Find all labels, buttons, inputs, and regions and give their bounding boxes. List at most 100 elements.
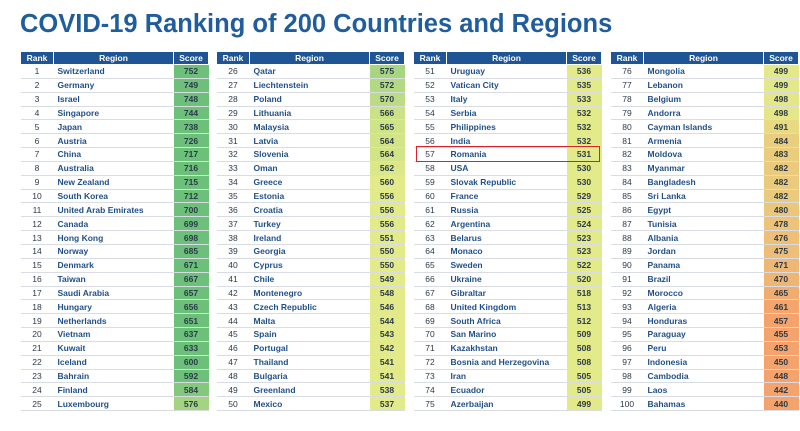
rank-cell: 94 xyxy=(610,313,644,329)
table-row: 59 Slovak Republic 530 xyxy=(413,175,602,190)
region-cell: Sweden xyxy=(446,258,567,273)
score-cell: 498 xyxy=(763,106,799,121)
region-cell: Laos xyxy=(643,382,764,398)
region-cell: Bahamas xyxy=(643,396,764,412)
rank-cell: 27 xyxy=(216,78,250,93)
table-row: 5 Japan 738 xyxy=(20,119,209,135)
score-cell: 530 xyxy=(566,161,602,176)
table-row: 4 Singapore 744 xyxy=(20,106,209,121)
rank-cell: 17 xyxy=(20,286,54,301)
region-cell: Greece xyxy=(249,175,370,190)
region-cell: Mongolia xyxy=(643,64,764,79)
table-row: 3 Israel 748 xyxy=(20,92,209,107)
region-cell: Slovenia xyxy=(249,147,370,162)
region-cell: Algeria xyxy=(643,299,764,315)
region-cell: Taiwan xyxy=(53,272,174,287)
score-cell: 520 xyxy=(566,272,602,287)
table-row: 45 Spain 543 xyxy=(216,327,405,342)
score-cell: 535 xyxy=(566,78,602,93)
table-row: 28 Poland 570 xyxy=(216,92,405,107)
rank-cell: 88 xyxy=(610,230,644,245)
region-cell: Bulgaria xyxy=(249,369,370,384)
region-cell: Sri Lanka xyxy=(643,189,764,204)
score-cell: 498 xyxy=(763,92,799,107)
score-cell: 531 xyxy=(566,147,602,162)
region-cell: Cayman Islands xyxy=(643,119,764,135)
table-row: 49 Greenland 538 xyxy=(216,382,405,398)
table-row: 78 Belgium 498 xyxy=(610,92,799,107)
rank-cell: 26 xyxy=(216,64,250,79)
rank-cell: 16 xyxy=(20,272,54,287)
ranking-table-1: Rank Region Score 1 Switzerland 752 2 Germany 74… xyxy=(20,51,209,412)
rank-cell: 6 xyxy=(20,133,54,149)
score-cell: 560 xyxy=(369,175,405,190)
table-row: 7 China 717 xyxy=(20,147,209,162)
region-cell: United Arab Emirates xyxy=(53,202,174,218)
region-cell: Uruguay xyxy=(446,64,567,79)
table-row: 47 Thailand 541 xyxy=(216,355,405,370)
table-row: 97 Indonesia 450 xyxy=(610,355,799,370)
score-cell: 529 xyxy=(566,189,602,204)
table-row: 40 Cyprus 550 xyxy=(216,258,405,273)
region-cell: Iran xyxy=(446,369,567,384)
rank-cell: 61 xyxy=(413,202,447,218)
score-cell: 530 xyxy=(566,175,602,190)
rank-cell: 30 xyxy=(216,119,250,135)
score-cell: 572 xyxy=(369,78,405,93)
score-cell: 523 xyxy=(566,244,602,259)
table-row: 10 South Korea 712 xyxy=(20,189,209,204)
rank-cell: 25 xyxy=(20,396,54,412)
region-cell: Armenia xyxy=(643,133,764,149)
ranking-table-4: Rank Region Score 76 Mongolia 499 77 Lebanon 499… xyxy=(610,51,799,412)
rank-cell: 24 xyxy=(20,382,54,398)
table-row: 27 Liechtenstein 572 xyxy=(216,78,405,93)
region-cell: Malta xyxy=(249,313,370,329)
table-row: 35 Estonia 556 xyxy=(216,189,405,204)
score-cell: 712 xyxy=(173,189,209,204)
score-cell: 455 xyxy=(763,327,799,342)
rank-cell: 71 xyxy=(413,341,447,356)
region-cell: Hong Kong xyxy=(53,230,174,245)
rank-cell: 80 xyxy=(610,119,644,135)
region-cell: Brazil xyxy=(643,272,764,287)
table-row: 29 Lithuania 566 xyxy=(216,106,405,121)
region-cell: Romania xyxy=(446,147,567,162)
rank-cell: 47 xyxy=(216,355,250,370)
score-cell: 442 xyxy=(763,382,799,398)
region-cell: Germany xyxy=(53,78,174,93)
table-row: 48 Bulgaria 541 xyxy=(216,369,405,384)
region-cell: Kazakhstan xyxy=(446,341,567,356)
ranking-table-2: Rank Region Score 26 Qatar 575 27 Liechtenstein… xyxy=(216,51,405,412)
header-region: Region xyxy=(249,51,370,65)
score-cell: 499 xyxy=(763,64,799,79)
rank-cell: 7 xyxy=(20,147,54,162)
score-cell: 476 xyxy=(763,230,799,245)
region-cell: Mexico xyxy=(249,396,370,412)
rank-cell: 86 xyxy=(610,202,644,218)
rank-cell: 45 xyxy=(216,327,250,342)
region-cell: Qatar xyxy=(249,64,370,79)
table-row: 67 Gibraltar 518 xyxy=(413,286,602,301)
rank-cell: 15 xyxy=(20,258,54,273)
region-cell: Latvia xyxy=(249,133,370,149)
rank-cell: 75 xyxy=(413,396,447,412)
rank-cell: 11 xyxy=(20,202,54,218)
table-row: 56 India 532 xyxy=(413,133,602,149)
table-row: 24 Finland 584 xyxy=(20,382,209,398)
score-cell: 461 xyxy=(763,299,799,315)
rank-cell: 35 xyxy=(216,189,250,204)
region-cell: Australia xyxy=(53,161,174,176)
rank-cell: 2 xyxy=(20,78,54,93)
table-row: 79 Andorra 498 xyxy=(610,106,799,121)
rank-cell: 9 xyxy=(20,175,54,190)
rank-cell: 3 xyxy=(20,92,54,107)
rank-cell: 73 xyxy=(413,369,447,384)
score-cell: 564 xyxy=(369,147,405,162)
score-cell: 499 xyxy=(566,396,602,412)
score-cell: 453 xyxy=(763,341,799,356)
region-cell: Greenland xyxy=(249,382,370,398)
rank-cell: 8 xyxy=(20,161,54,176)
score-cell: 738 xyxy=(173,119,209,135)
score-cell: 508 xyxy=(566,341,602,356)
region-cell: Canada xyxy=(53,216,174,232)
